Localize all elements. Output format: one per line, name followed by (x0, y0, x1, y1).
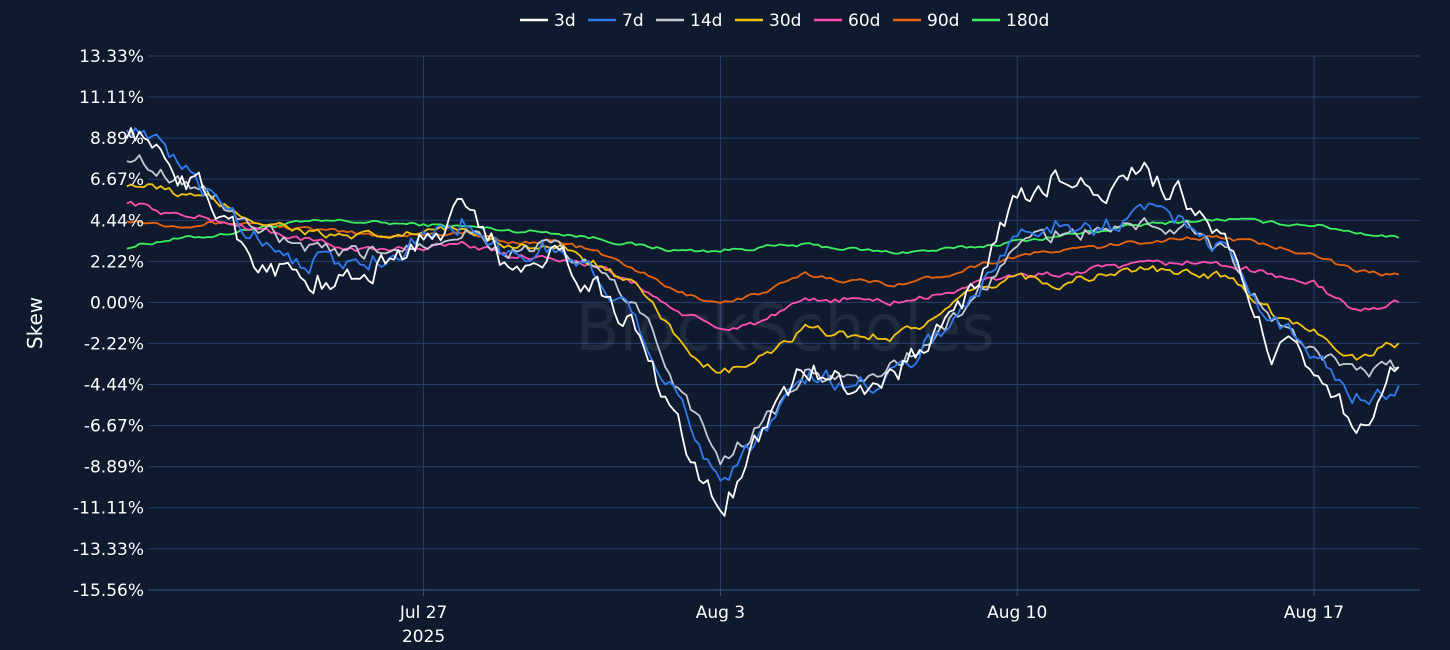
legend: 3d 7d 14d 30d 60d 90d 180d (520, 11, 1049, 31)
x-tick-label: Jul 27 (399, 603, 448, 623)
legend-item-14d[interactable]: 14d (656, 11, 722, 31)
legend-label: 60d (848, 11, 880, 31)
x-tick-label: Aug 3 (696, 603, 745, 623)
y-tick-label: 11.11% (79, 88, 144, 108)
y-tick-label: -6.67% (84, 417, 144, 437)
x-tick-label: Aug 10 (987, 603, 1047, 623)
y-axis-title: Skew (23, 297, 47, 349)
series-line-14d (126, 154, 1400, 466)
legend-label: 14d (690, 11, 722, 31)
y-tick-label: 8.89% (90, 129, 144, 149)
legend-item-7d[interactable]: 7d (588, 11, 644, 31)
grid-lines (148, 55, 1420, 591)
y-axis-ticks: 13.33% 11.11% 8.89% 6.67% 4.44% 2.22% 0.00% -2.… (73, 47, 144, 601)
y-tick-label: 6.67% (90, 170, 144, 190)
y-tick-label: 4.44% (90, 211, 144, 231)
legend-item-180d[interactable]: 180d (972, 11, 1049, 31)
x-axis-ticks: Jul 27 2025 Aug 3 Aug 10 Aug 17 (399, 590, 1344, 647)
legend-item-30d[interactable]: 30d (735, 11, 801, 31)
x-tick-label: Aug 17 (1284, 603, 1344, 623)
legend-label: 90d (927, 11, 959, 31)
series-lines (125, 127, 1400, 517)
series-line-3d (125, 127, 1400, 517)
legend-label: 30d (769, 11, 801, 31)
y-tick-label: -2.22% (84, 334, 144, 354)
y-tick-label: 0.00% (90, 293, 144, 313)
legend-item-90d[interactable]: 90d (893, 11, 959, 31)
legend-item-3d[interactable]: 3d (520, 11, 576, 31)
legend-label: 3d (554, 11, 576, 31)
series-line-30d (126, 183, 1400, 374)
y-tick-label: 13.33% (79, 47, 144, 67)
legend-label: 7d (622, 11, 644, 31)
legend-label: 180d (1006, 11, 1049, 31)
y-tick-label: 2.22% (90, 252, 144, 272)
x-tick-sublabel: 2025 (402, 627, 445, 647)
y-tick-label: -8.89% (84, 458, 144, 478)
y-tick-label: -4.44% (84, 375, 144, 395)
series-line-90d (126, 220, 1400, 304)
series-line-60d (126, 200, 1400, 332)
y-tick-label: -15.56% (73, 581, 144, 601)
y-tick-label: -11.11% (73, 499, 144, 519)
legend-item-60d[interactable]: 60d (814, 11, 880, 31)
y-tick-label: -13.33% (73, 540, 144, 560)
